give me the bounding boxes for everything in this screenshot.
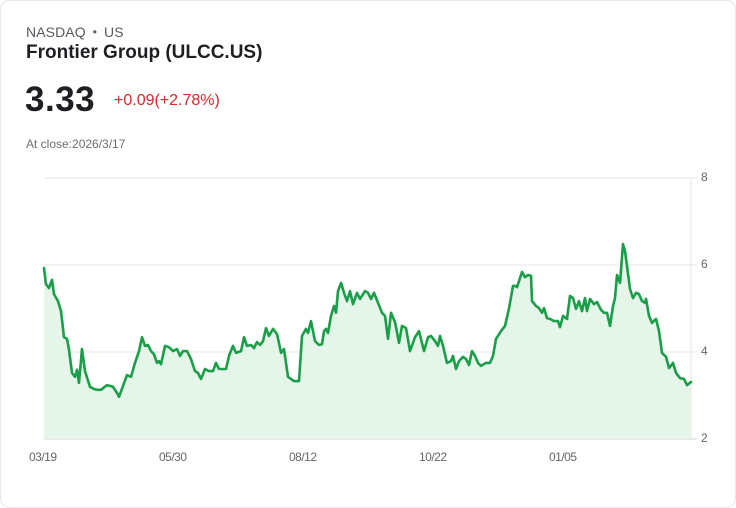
x-tick-label: 01/05 (549, 450, 577, 464)
x-tick-label: 08/12 (289, 450, 317, 464)
x-tick-label: 03/19 (29, 450, 57, 464)
price-chart[interactable]: 8 6 4 2 03/19 05/30 08/12 10/22 01/05 (1, 161, 736, 481)
price-change: +0.09(+2.78%) (114, 92, 220, 109)
x-tick-label: 10/22 (419, 450, 447, 464)
stock-price: 3.33 (25, 80, 96, 119)
separator-dot: • (92, 25, 98, 39)
close-timestamp: At close:2026/3/17 (26, 137, 126, 151)
y-tick-label: 6 (701, 257, 708, 271)
y-tick-label: 8 (701, 170, 708, 184)
price-chart-svg[interactable] (1, 161, 736, 481)
x-tick-label: 05/30 (159, 450, 187, 464)
price-area-fill (44, 244, 691, 439)
exchange-name: NASDAQ (26, 24, 86, 40)
exchange-line: NASDAQ • US (26, 24, 124, 40)
y-tick-label: 2 (701, 431, 708, 445)
stock-title: Frontier Group (ULCC.US) (26, 42, 263, 63)
y-tick-label: 4 (701, 344, 708, 358)
price-line (42, 242, 693, 399)
region-label: US (104, 24, 124, 40)
